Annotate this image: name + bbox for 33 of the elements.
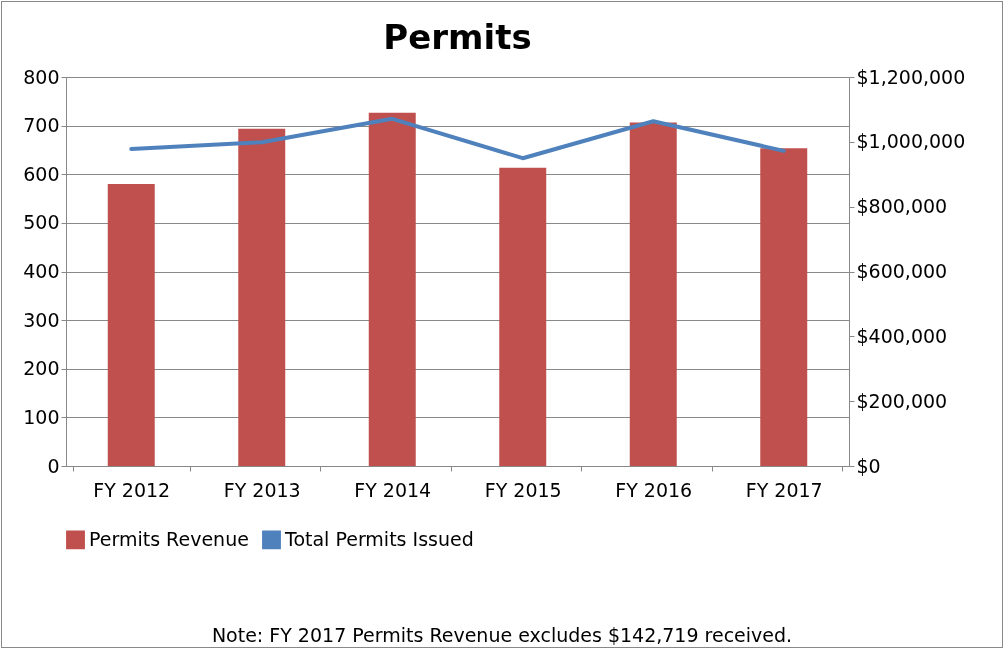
y2-tick-label: $600,000 bbox=[856, 260, 948, 282]
y-tick-label: 400 bbox=[23, 260, 60, 282]
x-tick-label: FY 2012 bbox=[93, 478, 171, 501]
line-series bbox=[129, 116, 786, 161]
bar bbox=[238, 128, 286, 466]
legend-label: Permits Revenue bbox=[89, 527, 249, 550]
chart-title: Permits bbox=[383, 17, 532, 57]
bar bbox=[368, 112, 416, 466]
y-tick-label: 0 bbox=[47, 454, 60, 477]
y-tick-label: 600 bbox=[23, 162, 60, 185]
bar bbox=[629, 122, 677, 466]
bar bbox=[760, 148, 808, 466]
y-tick-label: 200 bbox=[23, 357, 60, 380]
text: Note: FY 2017 Permits Revenue excludes $142,719 received. bbox=[210, 624, 794, 646]
y2-tick-label: $0 bbox=[856, 454, 881, 477]
bar bbox=[499, 167, 547, 466]
y2-tick-label: $200,000 bbox=[856, 389, 948, 412]
x-tick-label: FY 2013 bbox=[223, 478, 301, 501]
x-tick-label: FY 2017 bbox=[745, 478, 823, 501]
y-tick-label: 800 bbox=[23, 65, 60, 88]
x-tick-label: FY 2014 bbox=[354, 478, 432, 501]
y-tick-label: 300 bbox=[23, 308, 60, 331]
legend-label: Total Permits Issued bbox=[284, 527, 474, 550]
y-tick-label: 100 bbox=[23, 405, 60, 428]
y2-tick-label: $400,000 bbox=[856, 324, 948, 347]
y-tick-label: 700 bbox=[23, 114, 60, 137]
y2-tick-label: $800,000 bbox=[856, 195, 948, 218]
y2-tick-label: $1,200,000 bbox=[856, 65, 966, 88]
x-tick-label: FY 2016 bbox=[615, 478, 693, 501]
x-tick-label: FY 2015 bbox=[484, 478, 562, 501]
y-tick-label: 500 bbox=[23, 211, 60, 234]
bar bbox=[107, 183, 155, 466]
y2-tick-label: $1,000,000 bbox=[856, 130, 966, 153]
